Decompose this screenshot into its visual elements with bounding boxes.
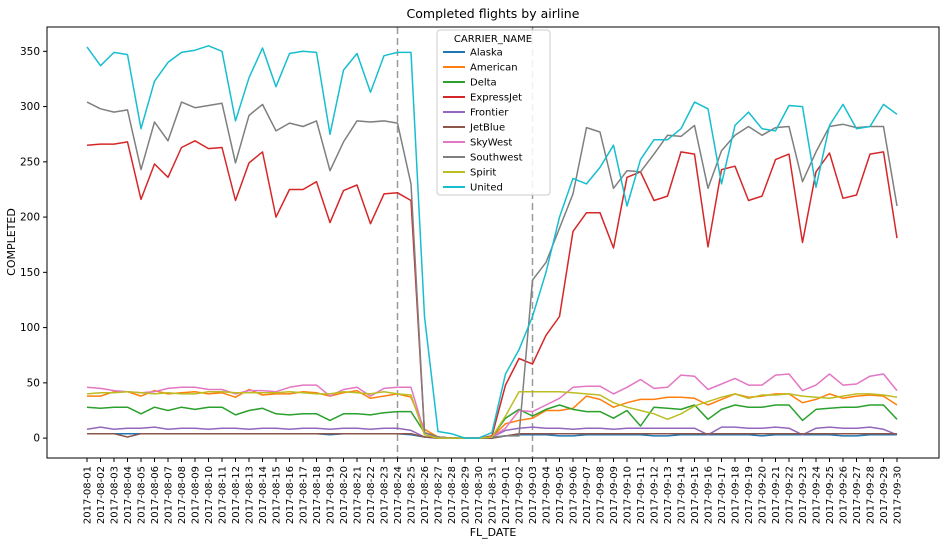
x-tick-label: 2017-09-29 (879, 466, 890, 524)
legend-label: ExpressJet (470, 93, 522, 104)
y-tick-label: 250 (20, 156, 40, 168)
x-tick-label: 2017-08-11 (218, 466, 229, 524)
x-tick-label: 2017-08-29 (461, 466, 472, 524)
y-axis: 0 50 100 150 200 250 300 350 (20, 46, 47, 445)
x-tick-label: 2017-09-25 (825, 466, 836, 524)
x-tick-label: 2017-09-08 (596, 466, 607, 524)
x-tick-label: 2017-09-21 (771, 466, 782, 524)
x-tick-label: 2017-08-26 (420, 466, 431, 524)
x-tick-label: 2017-09-28 (866, 466, 877, 524)
legend-title: CARRIER_NAME (454, 34, 532, 45)
legend-label: SkyWest (470, 138, 512, 149)
legend-label: Frontier (470, 108, 509, 119)
x-tick-label: 2017-08-01 (83, 466, 94, 524)
x-tick-label: 2017-09-30 (893, 466, 904, 524)
x-tick-label: 2017-08-02 (96, 466, 107, 524)
y-tick-label: 200 (20, 212, 40, 224)
x-tick-label: 2017-08-12 (231, 466, 242, 524)
x-tick-label: 2017-08-18 (312, 466, 323, 524)
legend-label: Spirit (470, 168, 496, 179)
y-tick-label: 100 (20, 322, 40, 334)
x-tick-label: 2017-08-13 (245, 466, 256, 524)
x-tick-label: 2017-08-14 (258, 466, 269, 524)
x-tick-label: 2017-08-07 (164, 466, 175, 524)
x-tick-label: 2017-09-14 (677, 466, 688, 524)
series-line-united (86, 45, 898, 439)
series-line-skywest (86, 373, 898, 439)
x-tick-label: 2017-08-17 (299, 466, 310, 524)
x-tick-label: 2017-09-16 (704, 466, 715, 524)
x-tick-label: 2017-08-30 (474, 466, 485, 524)
y-axis-label: COMPLETED (5, 208, 18, 276)
x-tick-label: 2017-08-08 (177, 466, 188, 524)
x-tick-label: 2017-08-09 (191, 466, 202, 524)
x-tick-label: 2017-09-26 (839, 466, 850, 524)
x-tick-label: 2017-08-06 (150, 466, 161, 524)
x-tick-label: 2017-08-04 (123, 466, 134, 524)
legend-label: United (470, 183, 503, 194)
y-tick-label: 350 (20, 46, 40, 58)
x-tick-label: 2017-09-07 (582, 466, 593, 524)
y-tick-label: 150 (20, 267, 40, 279)
x-tick-label: 2017-09-17 (717, 466, 728, 524)
x-tick-label: 2017-09-03 (528, 466, 539, 524)
x-tick-label: 2017-09-20 (758, 466, 769, 524)
legend-label: Alaska (470, 48, 503, 59)
x-axis: 2017-08-01 2017-08-02 2017-08-03 2017-08-04… (83, 458, 904, 524)
x-tick-label: 2017-09-18 (731, 466, 742, 524)
chart-title: Completed flights by airline (407, 6, 580, 21)
x-tick-label: 2017-09-12 (650, 466, 661, 524)
y-tick-label: 50 (27, 377, 40, 389)
legend: CARRIER_NAME Alaska American Delta ExpressJ… (436, 29, 551, 196)
x-tick-label: 2017-08-27 (434, 466, 445, 524)
legend-frame (436, 29, 551, 196)
x-tick-label: 2017-09-13 (663, 466, 674, 524)
x-tick-label: 2017-09-23 (798, 466, 809, 524)
x-tick-label: 2017-08-28 (447, 466, 458, 524)
y-tick-label: 0 (33, 433, 40, 445)
legend-label: American (470, 63, 518, 74)
x-tick-label: 2017-08-24 (393, 466, 404, 524)
x-tick-label: 2017-08-03 (110, 466, 121, 524)
x-tick-label: 2017-08-21 (353, 466, 364, 524)
x-tick-label: 2017-08-19 (326, 466, 337, 524)
series-line-spirit (86, 390, 898, 439)
x-tick-label: 2017-08-15 (272, 466, 283, 524)
x-tick-label: 2017-09-10 (623, 466, 634, 524)
x-tick-label: 2017-08-20 (339, 466, 350, 524)
x-tick-label: 2017-08-31 (488, 466, 499, 524)
y-tick-label: 300 (20, 101, 40, 113)
legend-label: JetBlue (469, 123, 505, 134)
x-tick-label: 2017-09-04 (542, 466, 553, 524)
x-tick-label: 2017-09-22 (785, 466, 796, 524)
x-tick-label: 2017-09-15 (690, 466, 701, 524)
x-tick-label: 2017-09-09 (609, 466, 620, 524)
plot-frame (46, 26, 940, 459)
x-tick-label: 2017-09-02 (515, 466, 526, 524)
x-tick-label: 2017-09-06 (569, 466, 580, 524)
x-tick-label: 2017-08-22 (366, 466, 377, 524)
x-tick-label: 2017-09-01 (501, 466, 512, 524)
x-tick-label: 2017-09-11 (636, 466, 647, 524)
series-line-jetblue (87, 432, 897, 439)
x-tick-label: 2017-08-10 (204, 466, 215, 524)
legend-label: Delta (470, 78, 497, 89)
x-axis-label: FL_DATE (470, 526, 517, 539)
x-tick-label: 2017-08-23 (380, 466, 391, 524)
x-tick-label: 2017-09-27 (852, 466, 863, 524)
x-tick-label: 2017-09-19 (744, 466, 755, 524)
x-tick-label: 2017-09-05 (555, 466, 566, 524)
x-tick-label: 2017-08-25 (407, 466, 418, 524)
x-tick-label: 2017-08-16 (285, 466, 296, 524)
legend-label: Southwest (470, 153, 523, 164)
series-lines (86, 45, 898, 439)
x-tick-label: 2017-08-05 (137, 466, 148, 524)
x-tick-label: 2017-09-24 (812, 466, 823, 524)
